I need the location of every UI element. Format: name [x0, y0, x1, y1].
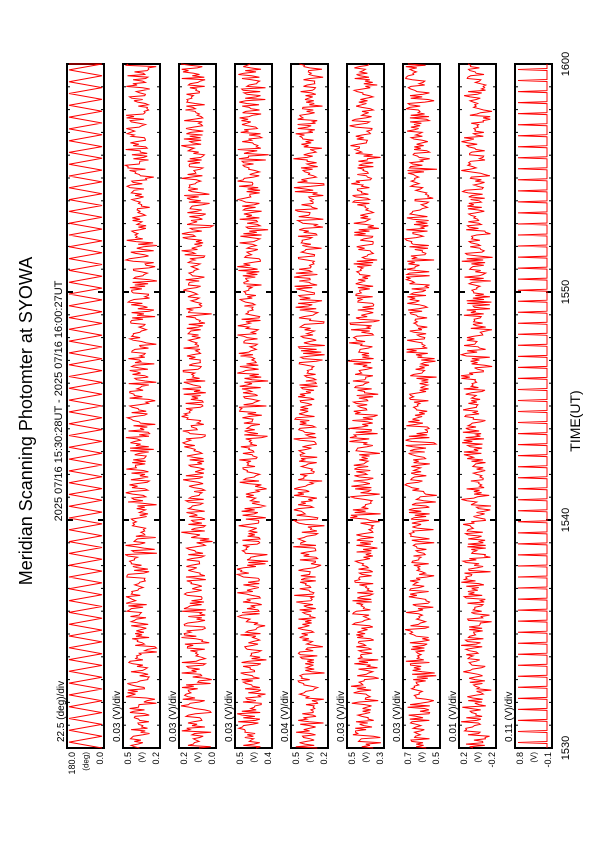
panel-scale-label: 22.5 (deg)/div — [56, 681, 67, 742]
trace-ch4 — [292, 63, 325, 749]
y-label-bottom: 0.2 — [151, 752, 161, 765]
y-label-top: 0.2 — [179, 752, 189, 765]
x-tick-labels: 1530 1540 1550 1600 — [560, 52, 572, 760]
y-label-top: 0.5 — [123, 752, 133, 765]
panel-frame — [514, 63, 553, 749]
panel-scale-label: 0.01 (V)/div — [448, 691, 459, 742]
panel-scale-label: 0.03 (V)/div — [224, 691, 235, 742]
y-label-bottom: 0.0 — [207, 752, 217, 765]
panel-frame — [178, 63, 217, 749]
panel-scale-label: 0.03 (V)/div — [392, 691, 403, 742]
x-tick-label: 1530 — [560, 736, 572, 760]
trace-ch5 — [347, 63, 381, 749]
panel-scale-label: 0.03 (V)/div — [112, 691, 123, 742]
x-tick-label: 1540 — [560, 508, 572, 532]
y-label-bottom: 0.4 — [263, 752, 273, 765]
y-label-top: 180.0 — [67, 752, 77, 775]
trace-ch7 — [459, 63, 493, 749]
y-label-top: 0.8 — [515, 752, 525, 765]
panel-scale-label: 0.03 (V)/div — [168, 691, 179, 742]
y-unit-label: (V) — [306, 752, 315, 763]
panel-scale-label: 0.11 (V)/div — [504, 692, 515, 742]
panel-frame — [66, 63, 105, 749]
time-range-label: 2025 07/16 15:30:28UT - 2025 07/16 16:00… — [53, 280, 65, 521]
y-unit-label: (V) — [138, 752, 147, 763]
y-label-bottom: 0.0 — [95, 752, 105, 765]
y-label-top: 0.7 — [403, 752, 413, 765]
y-label-bottom: -0.1 — [543, 752, 553, 768]
x-axis-label: TIME(UT) — [567, 390, 583, 451]
x-tick-label: 1600 — [560, 52, 572, 76]
trace-ch1 — [123, 63, 158, 749]
panel-frame — [290, 63, 329, 749]
y-label-bottom: 0.3 — [375, 752, 385, 765]
panel-scale-label: 0.03 (V)/div — [336, 691, 347, 742]
y-label-bottom: -0.2 — [487, 752, 497, 768]
y-label-bottom: 0.5 — [431, 752, 441, 765]
y-unit-label: (V) — [418, 752, 427, 763]
x-tick-label: 1550 — [560, 280, 572, 304]
trace-ch2 — [180, 63, 215, 749]
trace-ch6 — [403, 63, 438, 749]
y-label-top: 0.5 — [291, 752, 301, 765]
y-unit-label: (V) — [362, 752, 371, 763]
y-label-top: 0.5 — [347, 752, 357, 765]
y-unit-label: (V) — [194, 752, 203, 763]
panel-scale-label: 0.04 (V)/div — [280, 691, 291, 742]
y-unit-label: (V) — [474, 752, 483, 763]
chart-title: Meridian Scanning Photomter at SYOWA — [16, 257, 36, 585]
trace-angle — [68, 63, 103, 749]
trace-ch8 — [517, 64, 548, 748]
rotated-plot-area: Meridian Scanning Photomter at SYOWA 202… — [16, 52, 583, 775]
y-unit-label: (V) — [530, 752, 539, 763]
y-label-top: 0.5 — [235, 752, 245, 765]
trace-ch3 — [235, 63, 269, 749]
y-label-bottom: 0.2 — [319, 752, 329, 765]
y-label-top: 0.2 — [459, 752, 469, 765]
y-unit-label: (V) — [250, 752, 259, 763]
y-unit-label: (deg) — [82, 752, 91, 771]
